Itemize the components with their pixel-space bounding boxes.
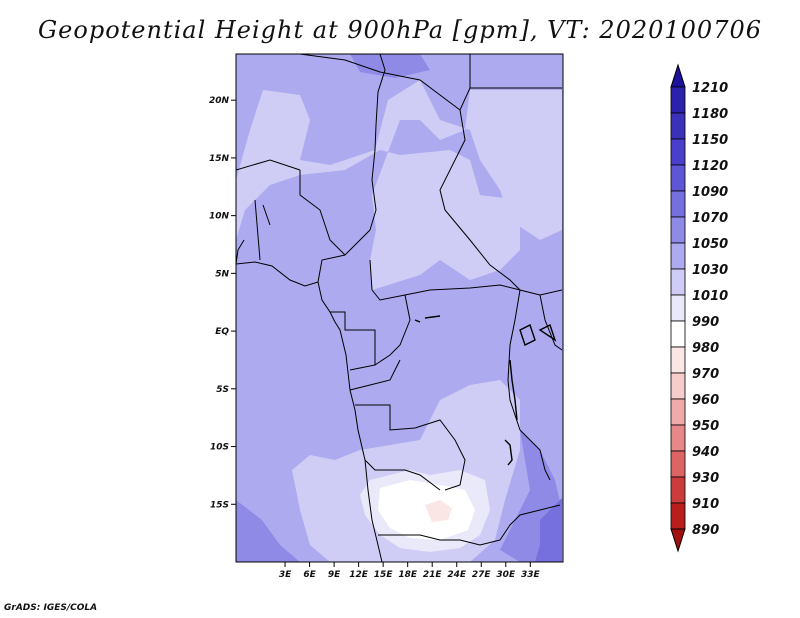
x-tick-label: 24E xyxy=(447,570,467,580)
colorbar-box xyxy=(670,450,686,478)
x-tick-label: 33E xyxy=(521,570,541,580)
colorbar: 1210 1180 1150 1120 1090 1070 1050 1030 1010 990 9… xyxy=(670,63,728,553)
x-tick-label: 12E xyxy=(349,570,369,580)
x-axis: 3E 6E 9E 12E 15E 18E 21E 24E 27E 30E 33E xyxy=(279,562,541,580)
y-tick-label: 10S xyxy=(210,443,229,453)
colorbar-box xyxy=(670,398,686,426)
coastlines-lakes xyxy=(414,315,557,466)
colorbar-box xyxy=(670,476,686,504)
field-region-1030 xyxy=(236,80,562,290)
colorbar-box xyxy=(670,216,686,244)
field-region-1050-west xyxy=(236,500,300,562)
colorbar-level-label: 990 xyxy=(692,315,719,330)
y-tick-label: 10N xyxy=(209,212,230,222)
colorbar-level-label: 1210 xyxy=(692,81,728,96)
colorbar-box xyxy=(670,138,686,166)
colorbar-level-label: 970 xyxy=(692,367,719,382)
colorbar-level-label: 1180 xyxy=(692,107,728,122)
colorbar-bottom-arrow xyxy=(670,528,686,553)
map-panel xyxy=(236,54,563,562)
colorbar-level-label: 1030 xyxy=(692,263,728,278)
field-region-1070-southeast xyxy=(535,498,562,562)
y-axis: 20N 15N 10N 5N EQ 5S 10S 15S xyxy=(209,96,236,510)
country-borders xyxy=(236,54,563,562)
x-tick-label: 27E xyxy=(472,570,492,580)
colorbar-level-label: 1120 xyxy=(692,159,728,174)
colorbar-level-label: 890 xyxy=(692,523,719,538)
colorbar-box xyxy=(670,372,686,400)
colorbar-level-label: 1090 xyxy=(692,185,728,200)
colorbar-level-label: 980 xyxy=(692,341,719,356)
field-region-990 xyxy=(378,480,475,540)
colorbar-box xyxy=(670,112,686,140)
x-tick-label: 18E xyxy=(398,570,418,580)
x-tick-label: 30E xyxy=(496,570,516,580)
y-tick-label: 20N xyxy=(209,96,230,106)
colorbar-box xyxy=(670,502,686,530)
colorbar-level-label: 1050 xyxy=(692,237,728,252)
colorbar-box xyxy=(670,346,686,374)
field-shading xyxy=(236,54,562,562)
y-tick-label: EQ xyxy=(215,327,229,337)
y-tick-label: 5N xyxy=(215,269,229,279)
colorbar-box xyxy=(670,424,686,452)
colorbar-level-label: 950 xyxy=(692,419,719,434)
colorbar-level-label: 1010 xyxy=(692,289,728,304)
map-frame xyxy=(235,53,564,563)
x-tick-label: 6E xyxy=(303,570,316,580)
colorbar-box xyxy=(670,320,686,348)
colorbar-box xyxy=(670,86,686,114)
grads-credit: GrADS: IGES/COLA xyxy=(4,603,98,613)
x-tick-label: 3E xyxy=(279,570,292,580)
colorbar-box xyxy=(670,268,686,296)
colorbar-level-label: 1150 xyxy=(692,133,728,148)
colorbar-level-label: 910 xyxy=(692,497,719,512)
chart-title: Geopotential Height at 900hPa [gpm], VT:… xyxy=(38,16,762,44)
y-tick-label: 15N xyxy=(209,154,230,164)
field-region-1050-north xyxy=(350,54,430,78)
x-tick-label: 9E xyxy=(328,570,341,580)
colorbar-top-arrow xyxy=(670,63,686,88)
colorbar-box xyxy=(670,190,686,218)
field-region-980 xyxy=(425,500,452,522)
colorbar-level-label: 930 xyxy=(692,471,719,486)
x-tick-label: 21E xyxy=(423,570,443,580)
colorbar-level-label: 960 xyxy=(692,393,719,408)
y-tick-label: 5S xyxy=(216,385,229,395)
colorbar-box xyxy=(670,294,686,322)
y-tick-label: 15S xyxy=(210,500,229,510)
x-tick-label: 15E xyxy=(374,570,394,580)
colorbar-box xyxy=(670,242,686,270)
colorbar-level-label: 1070 xyxy=(692,211,728,226)
colorbar-box xyxy=(670,164,686,192)
colorbar-level-label: 940 xyxy=(692,445,719,460)
